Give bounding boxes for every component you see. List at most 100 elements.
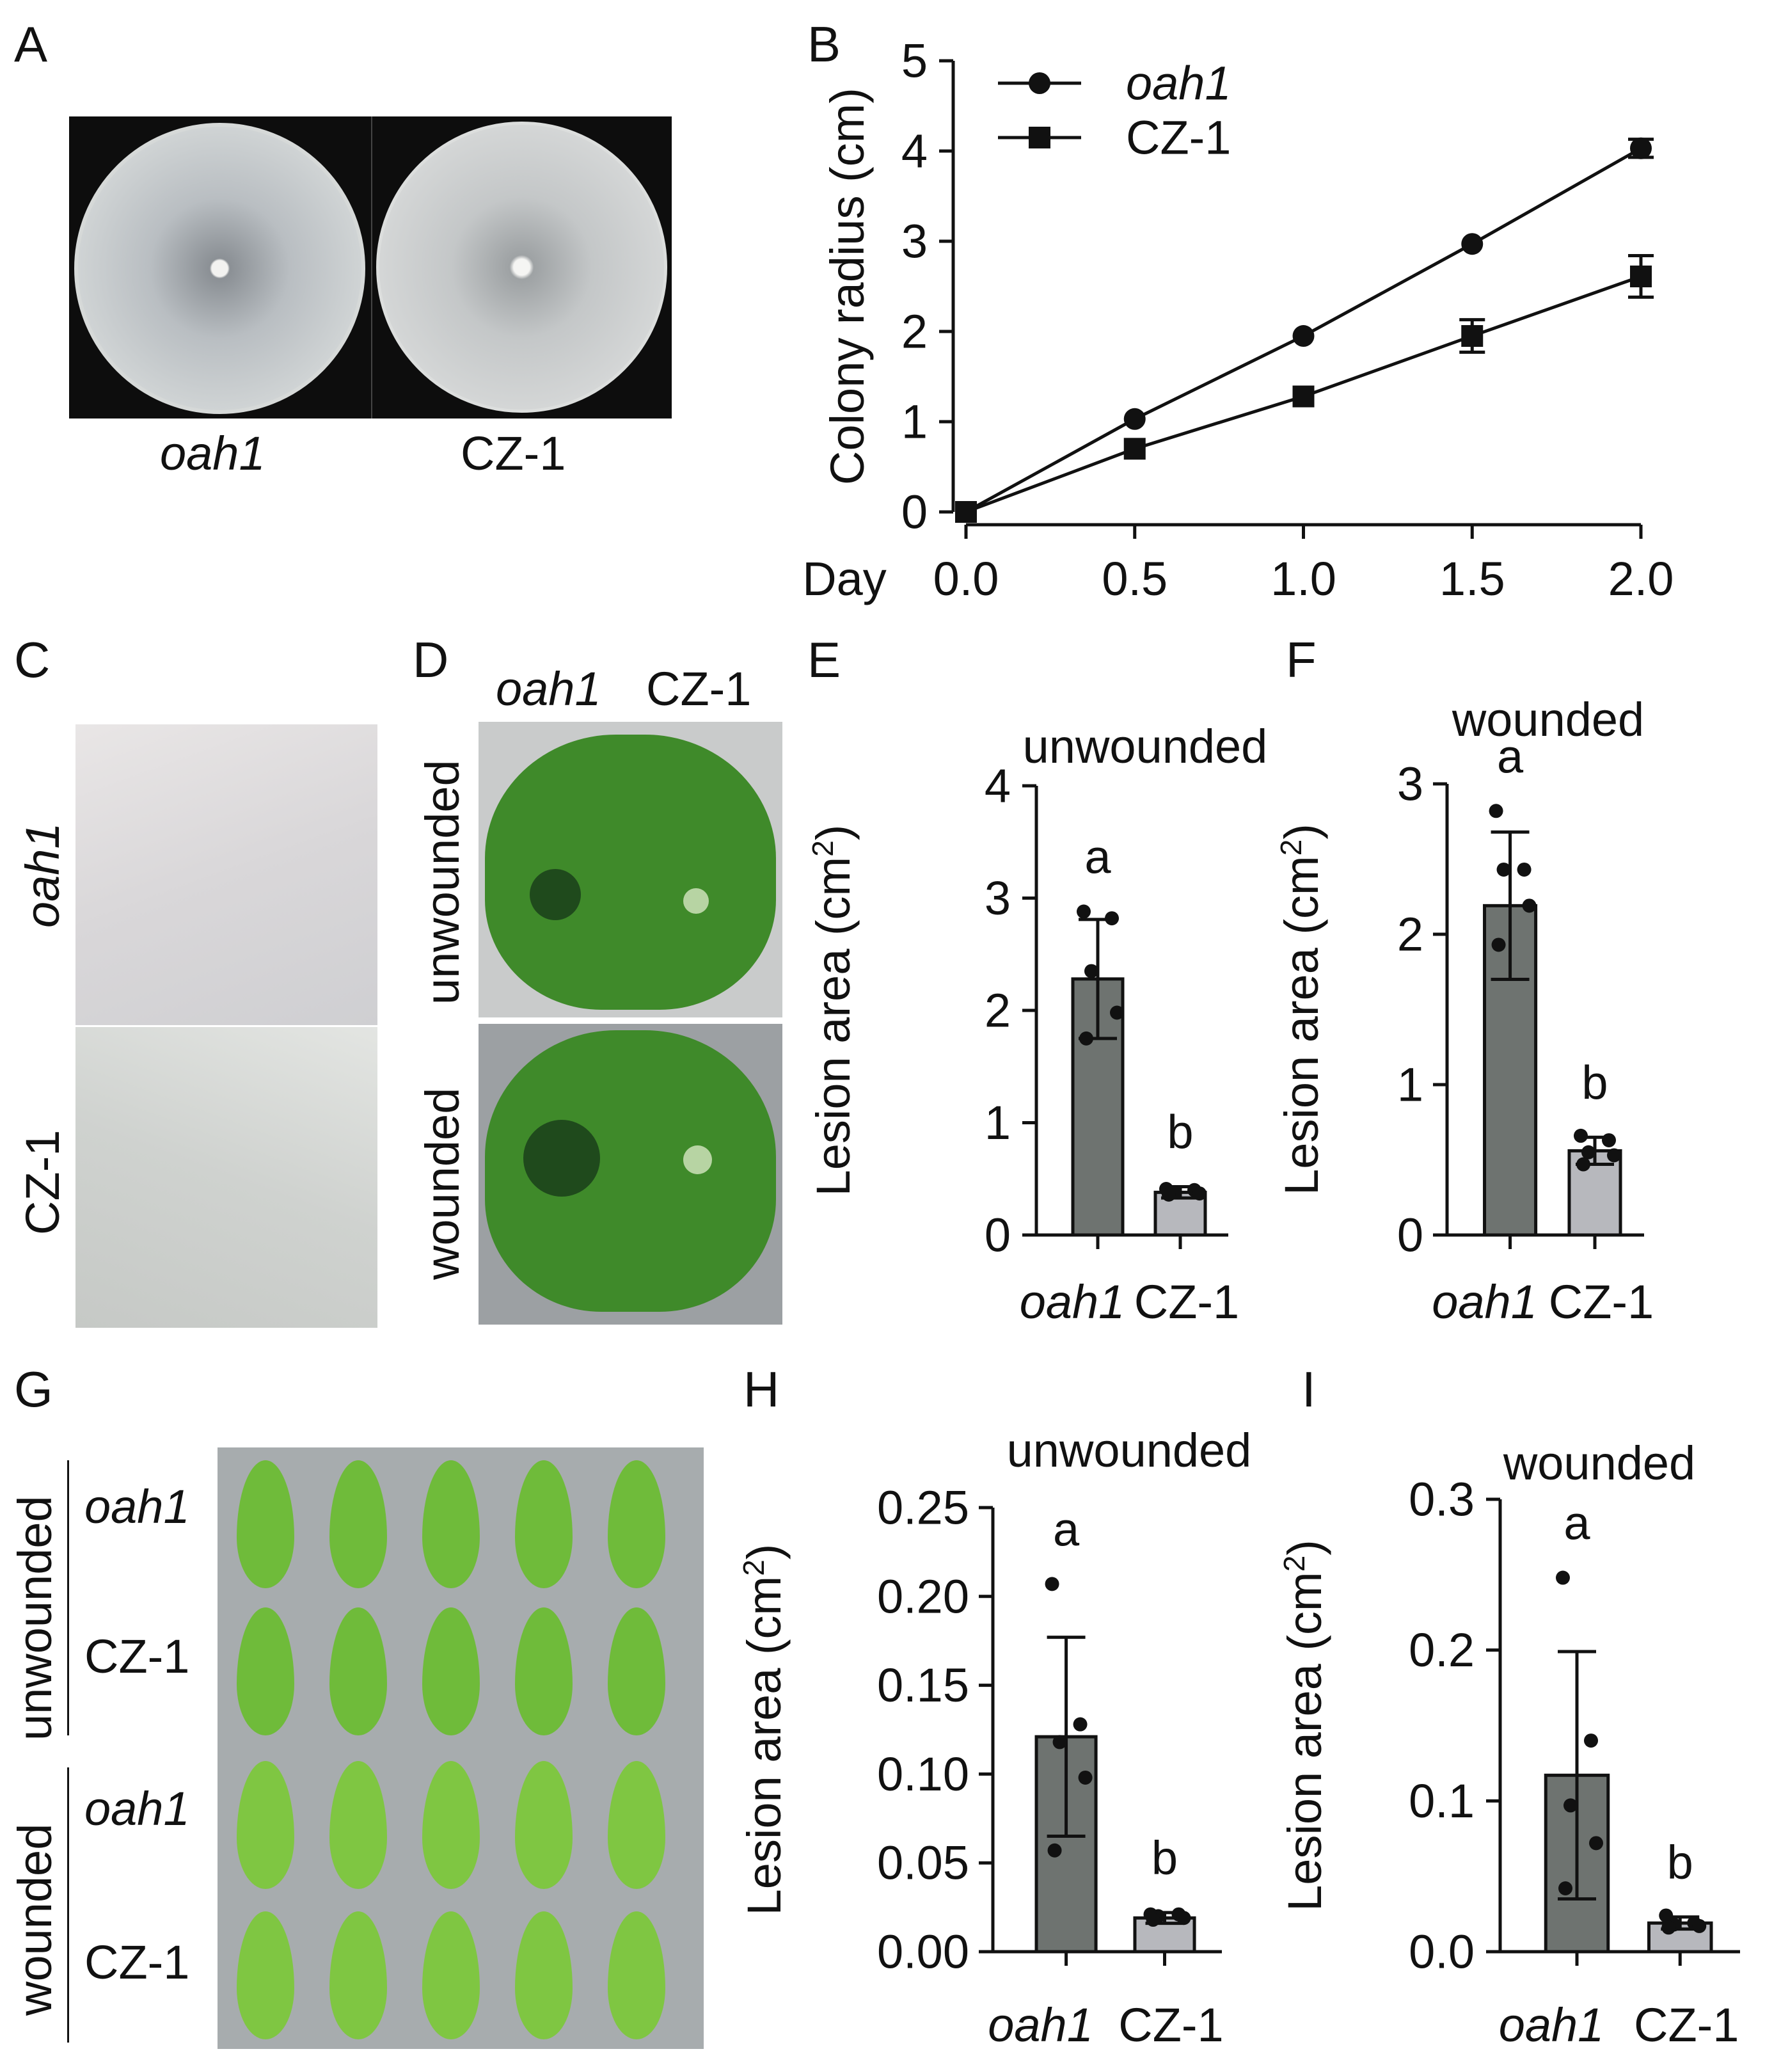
data-point xyxy=(1517,862,1532,877)
data-point xyxy=(1581,1145,1595,1160)
data-point xyxy=(955,501,977,523)
group-bracket-unwounded xyxy=(67,1460,69,1735)
label-g-row3: oah1 xyxy=(84,1782,190,1835)
y-tick-label: 3 xyxy=(901,215,928,268)
y-axis-label: Lesion area (cm2) xyxy=(737,1544,791,1916)
leaf xyxy=(515,1761,573,1889)
legend-label: oah1 xyxy=(1126,57,1231,110)
y-tick-label: 0.3 xyxy=(1409,1473,1475,1526)
leaf xyxy=(515,1911,573,2039)
y-tick-label: 0 xyxy=(1397,1209,1423,1262)
leaf-photo-wounded xyxy=(479,1024,782,1325)
label-d-oah1: oah1 xyxy=(496,662,601,715)
data-point xyxy=(1461,325,1484,347)
data-point xyxy=(1123,438,1146,460)
y-tick-label: 0.05 xyxy=(877,1837,969,1890)
y-axis-label: Colony radius (cm) xyxy=(821,88,874,485)
microscopy-cz1 xyxy=(75,1027,377,1328)
leaf xyxy=(608,1911,665,2039)
y-tick-label: 0.25 xyxy=(877,1481,969,1534)
significance-letter: b xyxy=(1581,1056,1608,1109)
legend-label: CZ-1 xyxy=(1126,111,1231,164)
leaf xyxy=(329,1460,387,1588)
label-g-row1: oah1 xyxy=(84,1480,190,1533)
chart-title: unwounded xyxy=(1023,720,1268,773)
y-tick-label: 0.00 xyxy=(877,1925,969,1979)
data-point xyxy=(1461,233,1484,255)
leaf xyxy=(422,1911,480,2039)
legend-marker xyxy=(1029,127,1050,148)
chart-title: wounded xyxy=(1503,1437,1695,1490)
panel-letter-e: E xyxy=(807,632,841,688)
y-axis-label: Lesion area (cm2) xyxy=(1278,1540,1331,1911)
y-tick-label: 1 xyxy=(1397,1058,1423,1112)
panel-letter-h: H xyxy=(743,1361,780,1417)
x-tick-label-oah1: oah1 xyxy=(988,1998,1093,2052)
panel-letter-f: F xyxy=(1286,632,1317,688)
significance-letter: a xyxy=(1563,1497,1590,1550)
label-d-cz1: CZ-1 xyxy=(646,662,752,715)
leaf xyxy=(422,1607,480,1735)
plate-divider xyxy=(371,116,372,418)
data-point xyxy=(1052,1735,1067,1749)
data-point xyxy=(1584,1733,1598,1748)
x-tick-label-oah1: oah1 xyxy=(1432,1275,1537,1328)
data-point xyxy=(1489,804,1503,818)
label-a-cz1: CZ-1 xyxy=(461,427,566,480)
y-tick-label: 1 xyxy=(985,1096,1011,1149)
leaf xyxy=(329,1761,387,1889)
data-point xyxy=(1292,385,1315,408)
chart-title: unwounded xyxy=(1007,1424,1252,1477)
y-tick-label: 0.2 xyxy=(1409,1623,1475,1677)
data-point xyxy=(1146,1913,1160,1927)
panel-letter-a: A xyxy=(14,16,48,72)
y-tick-label: 5 xyxy=(901,35,928,88)
leaf xyxy=(422,1761,480,1889)
leaf xyxy=(515,1607,573,1735)
data-point xyxy=(1589,1836,1603,1851)
x-tick-label-CZ-1: CZ-1 xyxy=(1134,1275,1239,1328)
lesion-spot xyxy=(530,869,581,920)
data-point xyxy=(1073,1717,1088,1732)
leaf xyxy=(608,1607,665,1735)
x-tick-label-oah1: oah1 xyxy=(1499,1998,1604,2052)
significance-letter: a xyxy=(1084,831,1111,884)
x-tick-label: 0.5 xyxy=(1102,552,1168,605)
leaf xyxy=(329,1911,387,2039)
y-tick-label: 0.1 xyxy=(1409,1774,1475,1828)
y-tick-label: 0.20 xyxy=(877,1570,969,1623)
data-point xyxy=(1558,1881,1572,1896)
leaf xyxy=(608,1761,665,1889)
data-point xyxy=(1692,1918,1707,1933)
data-point xyxy=(1602,1133,1616,1147)
panel-letter-b: B xyxy=(807,16,841,72)
data-point xyxy=(1078,1770,1093,1785)
leaf xyxy=(237,1911,294,2039)
group-bracket-wounded xyxy=(67,1767,69,2043)
data-point xyxy=(1491,937,1506,952)
significance-letter: b xyxy=(1152,1831,1178,1885)
y-tick-label: 1 xyxy=(901,395,928,449)
leaf xyxy=(237,1761,294,1889)
x-tick-label-CZ-1: CZ-1 xyxy=(1118,1998,1223,2052)
x-tick-label-oah1: oah1 xyxy=(1020,1275,1125,1328)
y-tick-label: 3 xyxy=(1397,758,1423,811)
data-point xyxy=(1630,265,1652,287)
x-tick-label-CZ-1: CZ-1 xyxy=(1634,1998,1739,2052)
data-point xyxy=(1077,904,1091,919)
y-tick-label: 4 xyxy=(985,760,1011,813)
petri-dish-oah1 xyxy=(74,123,365,414)
legend-marker xyxy=(1029,72,1050,94)
panel-letter-d: D xyxy=(413,632,449,688)
x-tick-label-CZ-1: CZ-1 xyxy=(1549,1275,1654,1328)
leaf xyxy=(237,1607,294,1735)
data-point xyxy=(1047,1843,1062,1858)
data-point xyxy=(1661,1920,1676,1935)
lesion-spot xyxy=(523,1120,600,1197)
y-tick-label: 0.15 xyxy=(877,1659,969,1712)
data-point xyxy=(1292,325,1315,347)
inoculum-spot xyxy=(683,1145,712,1174)
significance-letter: a xyxy=(1497,729,1524,783)
y-tick-label: 4 xyxy=(901,125,928,178)
data-point xyxy=(1574,1128,1588,1143)
